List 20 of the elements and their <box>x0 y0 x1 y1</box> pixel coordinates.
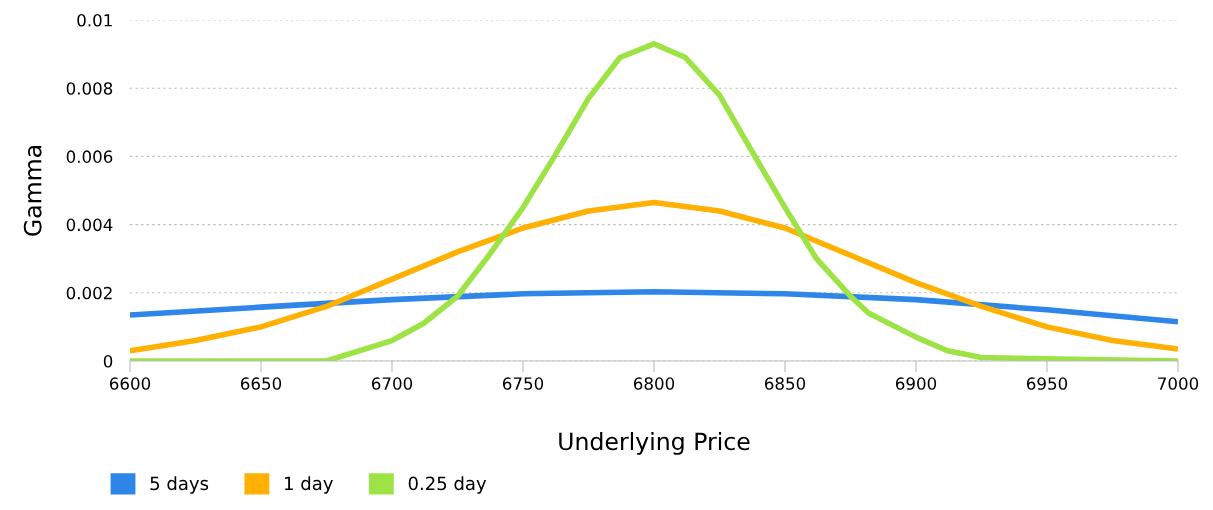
x-tick-label: 6800 <box>633 377 675 390</box>
y-tick-label: 0.004 <box>66 218 113 232</box>
x-tick-label: 6750 <box>502 377 544 390</box>
legend-label: 5 days <box>150 476 209 494</box>
x-tick-label: 6900 <box>895 377 937 390</box>
legend-label: 0.25 day <box>408 476 487 494</box>
y-tick-label: 0 <box>103 354 113 368</box>
y-tick-label: 0.008 <box>66 82 113 95</box>
x-tick-label: 7000 <box>1158 377 1199 390</box>
x-tick-label: 6650 <box>240 377 282 390</box>
x-tick-label: 6850 <box>764 377 806 390</box>
x-tick-label: 6950 <box>1026 377 1068 390</box>
y-tick-label: 0.01 <box>77 13 112 27</box>
x-axis-title: Underlying Price <box>559 431 750 455</box>
y-tick-label: 0.006 <box>66 150 113 163</box>
y-tick-label: 0.002 <box>66 286 112 300</box>
x-tick-label: 6700 <box>371 377 413 390</box>
y-axis-title: Gamma <box>23 146 42 236</box>
legend-label: 1 day <box>285 476 333 494</box>
x-tick-label: 6600 <box>109 377 151 390</box>
